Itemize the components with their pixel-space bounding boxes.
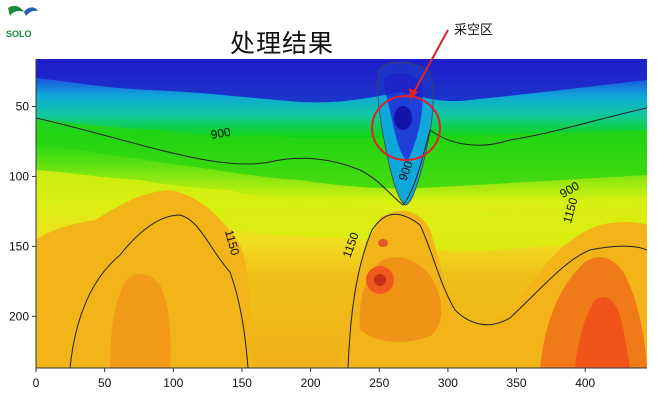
x-tick-label: 300 [438,376,458,390]
logo-text: SOLO [6,29,32,39]
blue-top [36,59,647,103]
goaf-arrow-head [409,88,418,100]
y-tick-label: 50 [16,100,30,114]
chart-title: 处理结果 [230,29,335,58]
contour-1150-center [347,213,647,368]
y-ticks: 50 100 150 200 [9,100,36,323]
x-tick-label: 50 [98,376,112,390]
contour-1150-left [69,214,249,368]
contour-inner [377,61,434,206]
x-ticks: 0 50 100 150 200 250 300 350 400 [33,368,596,390]
contour-label: 1150 [222,228,242,257]
axes: 0 50 100 150 200 250 300 350 400 50 100 150 200 [9,59,647,390]
contour-label: 1150 [560,196,580,225]
blue-cavity-core [394,106,412,130]
red-small-center [378,239,388,247]
x-tick-label: 100 [163,376,183,390]
goaf-arrow-line [413,29,449,93]
goaf-label: 采空区 [454,23,493,38]
x-tick-label: 200 [301,376,321,390]
x-tick-label: 400 [575,376,595,390]
plot-area [36,59,647,368]
y-tick-label: 150 [9,239,29,253]
green-band [36,118,647,189]
solo-logo: SOLO [6,5,38,39]
goaf-annotation: 采空区 [371,23,493,161]
contour-900 [36,107,647,206]
x-tick-label: 350 [507,376,527,390]
yellow-band [36,170,647,252]
orange-high-left [110,274,171,368]
goaf-circle [371,95,441,161]
x-tick-label: 250 [369,376,389,390]
contour-label: 900 [210,125,232,142]
red-core-center [374,274,386,286]
x-tick-label: 0 [33,376,40,390]
red-high-right [575,296,630,368]
contour-label: 900 [396,159,416,183]
x-tick-label: 150 [232,376,252,390]
y-tick-label: 200 [9,309,29,323]
y-tick-label: 100 [9,169,29,183]
